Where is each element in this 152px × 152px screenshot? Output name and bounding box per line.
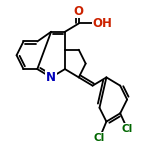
Text: O: O: [74, 5, 84, 17]
Text: Cl: Cl: [94, 133, 105, 143]
Text: N: N: [46, 71, 56, 84]
Text: Cl: Cl: [121, 124, 133, 133]
Text: OH: OH: [93, 17, 112, 30]
